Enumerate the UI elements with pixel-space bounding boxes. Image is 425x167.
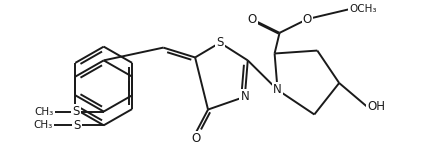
Text: CH₃: CH₃: [34, 120, 53, 130]
Text: OCH₃: OCH₃: [349, 4, 377, 14]
Text: S: S: [73, 119, 81, 132]
Text: N: N: [273, 83, 282, 96]
Text: OH: OH: [367, 100, 385, 113]
Text: O: O: [247, 13, 256, 26]
Text: S: S: [72, 105, 79, 118]
Text: O: O: [192, 132, 201, 145]
Text: S: S: [216, 36, 224, 49]
Text: CH₃: CH₃: [35, 107, 54, 117]
Text: N: N: [241, 90, 249, 103]
Text: O: O: [303, 13, 312, 26]
